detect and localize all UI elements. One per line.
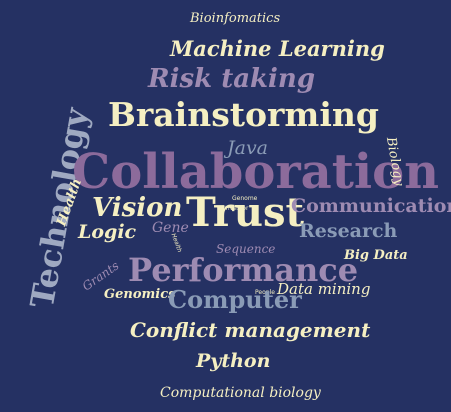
word-collaboration: Collaboration	[72, 144, 440, 200]
word-communication: Communication	[291, 195, 451, 217]
word-logic: Logic	[78, 221, 137, 243]
word-genomics: Genomics	[104, 287, 176, 302]
word-python: Python	[196, 350, 271, 372]
word-java: Java	[227, 137, 269, 159]
word-computational-biology: Computational biology	[160, 385, 321, 401]
word-vision: Vision	[92, 193, 183, 223]
word-bioinformatics: Bioinfomatics	[190, 11, 281, 26]
word-machine-learning: Machine Learning	[170, 36, 385, 61]
word-conflict-management: Conflict management	[130, 318, 371, 342]
word-genome: Genome	[232, 195, 258, 202]
word-gene: Gene	[152, 220, 189, 236]
word-research: Research	[299, 220, 398, 242]
word-risk-taking: Risk taking	[148, 64, 316, 94]
word-data-mining: Data mining	[277, 280, 371, 298]
word-investor: Investor	[224, 205, 249, 212]
word-sequence: Sequence	[216, 242, 276, 256]
word-performance: Performance	[128, 251, 359, 289]
word-trust: Trust	[186, 189, 305, 236]
word-computer: Computer	[168, 285, 302, 314]
word-people: People	[255, 289, 275, 296]
word-brainstorming: Brainstorming	[108, 95, 379, 134]
word-big-data: Big Data	[344, 248, 408, 263]
